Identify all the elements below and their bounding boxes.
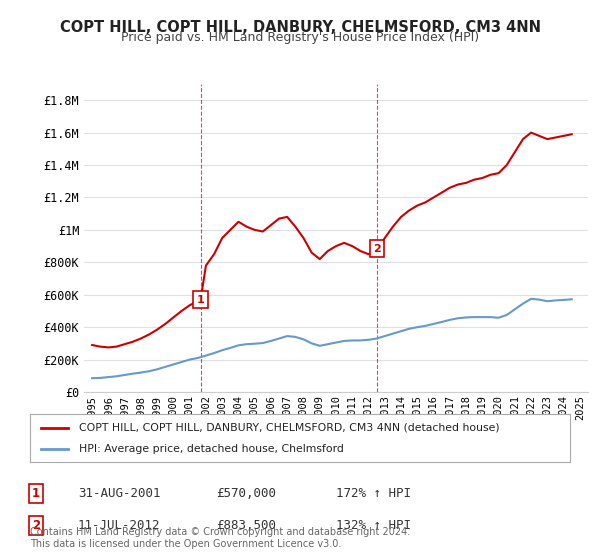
Text: 172% ↑ HPI: 172% ↑ HPI [336, 487, 411, 501]
Text: 11-JUL-2012: 11-JUL-2012 [78, 519, 161, 532]
Text: 1: 1 [197, 295, 205, 305]
Text: HPI: Average price, detached house, Chelmsford: HPI: Average price, detached house, Chel… [79, 444, 343, 454]
Text: 2: 2 [32, 519, 40, 532]
Text: COPT HILL, COPT HILL, DANBURY, CHELMSFORD, CM3 4NN: COPT HILL, COPT HILL, DANBURY, CHELMSFOR… [59, 20, 541, 35]
Text: Price paid vs. HM Land Registry's House Price Index (HPI): Price paid vs. HM Land Registry's House … [121, 31, 479, 44]
Text: 2: 2 [373, 244, 381, 254]
Text: £570,000: £570,000 [216, 487, 276, 501]
Text: £883,500: £883,500 [216, 519, 276, 532]
Text: 31-AUG-2001: 31-AUG-2001 [78, 487, 161, 501]
Text: COPT HILL, COPT HILL, DANBURY, CHELMSFORD, CM3 4NN (detached house): COPT HILL, COPT HILL, DANBURY, CHELMSFOR… [79, 423, 499, 433]
Text: 1: 1 [32, 487, 40, 501]
Text: 132% ↑ HPI: 132% ↑ HPI [336, 519, 411, 532]
Text: Contains HM Land Registry data © Crown copyright and database right 2024.
This d: Contains HM Land Registry data © Crown c… [30, 527, 410, 549]
